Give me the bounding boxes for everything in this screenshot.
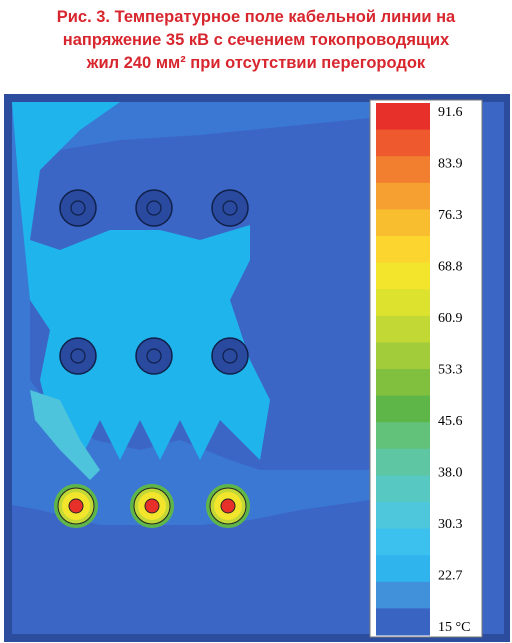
colorbar-band [376, 129, 430, 157]
title-line: Рис. 3. Температурное поле кабельной лин… [56, 8, 456, 26]
colorbar-band [376, 448, 430, 476]
colorbar-label: 76.3 [438, 208, 463, 223]
colorbar-band [376, 475, 430, 503]
colorbar-label: 83.9 [438, 157, 463, 172]
colorbar-label: 68.8 [438, 260, 463, 275]
colorbar-band [376, 608, 430, 636]
colorbar-band [376, 502, 430, 530]
colorbar-band [376, 422, 430, 450]
hot-zone [30, 390, 100, 480]
colorbar-band [376, 315, 430, 343]
hot-cables [54, 484, 250, 528]
colorbar-band [376, 262, 430, 290]
colorbar-band [376, 236, 430, 264]
cable-cores [70, 200, 238, 364]
colorbar-label: 30.3 [438, 517, 463, 532]
colorbar-band [376, 395, 430, 423]
colorbar-band [376, 342, 430, 370]
title-line: жил 240 мм² при отсутствии перегородок [86, 54, 426, 72]
colorbar-band [376, 209, 430, 237]
colorbar-band [376, 555, 430, 583]
colorbar-band [376, 156, 430, 184]
colorbar-label: 15 °C [438, 620, 470, 635]
title-line: напряжение 35 кВ с сечением токопроводящ… [62, 31, 450, 49]
colorbar: 91.6 83.9 76.3 68.8 60.9 53.3 45.6 38.0 30.3 22.7… [376, 103, 470, 636]
colorbar-band [376, 182, 430, 210]
colorbar-label: 53.3 [438, 363, 463, 378]
colorbar-band [376, 581, 430, 609]
colorbar-label: 60.9 [438, 311, 463, 326]
figure-title: Рис. 3. Температурное поле кабельной лин… [0, 6, 512, 75]
colorbar-label: 38.0 [438, 466, 463, 481]
colorbar-label: 22.7 [438, 569, 463, 584]
colorbar-band [376, 103, 430, 131]
colorbar-label: 91.6 [438, 105, 463, 120]
colorbar-band [376, 528, 430, 556]
cables-top [59, 189, 249, 375]
colorbar-band [376, 369, 430, 397]
colorbar-band [376, 289, 430, 317]
colorbar-label: 45.6 [438, 414, 463, 429]
